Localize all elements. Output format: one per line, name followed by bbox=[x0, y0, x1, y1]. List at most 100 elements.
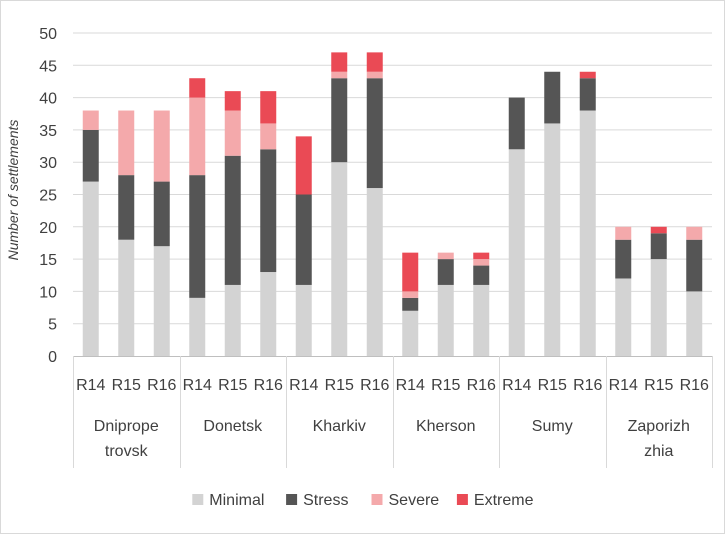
bar-segment-minimal bbox=[82, 181, 99, 356]
y-tick-label: 30 bbox=[39, 155, 57, 172]
y-tick-label: 50 bbox=[39, 26, 57, 43]
bar-segment-severe bbox=[118, 110, 135, 176]
bar-segment-minimal bbox=[473, 284, 490, 356]
bar-segment-minimal bbox=[260, 272, 277, 356]
bar-segment-extreme bbox=[366, 52, 383, 72]
bar-segment-minimal bbox=[153, 246, 170, 356]
legend-swatch-extreme bbox=[456, 494, 468, 505]
bar-segment-stress bbox=[118, 175, 135, 240]
bar-segment-minimal bbox=[508, 149, 525, 356]
y-tick-label: 45 bbox=[39, 58, 57, 75]
bar-segment-minimal bbox=[402, 310, 419, 356]
bar-segment-stress bbox=[402, 297, 419, 311]
group-label: Sumy bbox=[532, 418, 573, 435]
y-tick-label: 25 bbox=[39, 188, 57, 205]
bar-segment-stress bbox=[260, 149, 277, 273]
bars bbox=[82, 52, 703, 357]
group-label: Kharkiv bbox=[313, 418, 366, 435]
bar-segment-severe bbox=[437, 252, 454, 260]
legend: Minimal Stress Severe Extreme bbox=[192, 492, 534, 509]
bar-segment-minimal bbox=[686, 291, 703, 356]
bar-segment-severe bbox=[153, 110, 170, 182]
bar-segment-severe bbox=[224, 110, 241, 156]
x-tick-label: R15 bbox=[325, 377, 354, 394]
bar-segment-stress bbox=[82, 129, 99, 182]
y-tick-label: 20 bbox=[39, 220, 57, 237]
bar-segment-minimal bbox=[189, 297, 206, 356]
x-tick-label: R16 bbox=[573, 377, 602, 394]
x-tick-label: R15 bbox=[538, 377, 567, 394]
bar-segment-extreme bbox=[402, 252, 419, 292]
x-tick-label: R14 bbox=[502, 377, 531, 394]
bar-segment-minimal bbox=[615, 278, 632, 356]
y-tick-label: 35 bbox=[39, 123, 57, 140]
bar-segment-minimal bbox=[544, 123, 561, 356]
group-label: Kherson bbox=[416, 418, 476, 435]
bar-segment-minimal bbox=[224, 284, 241, 356]
bar-segment-severe bbox=[82, 110, 99, 130]
y-tick-label: 0 bbox=[48, 349, 57, 366]
bar-segment-severe bbox=[402, 291, 419, 298]
x-tick-label: R14 bbox=[183, 377, 212, 394]
x-tick-label: R16 bbox=[680, 377, 709, 394]
bar-segment-stress bbox=[615, 239, 632, 279]
x-tick-label: R16 bbox=[360, 377, 389, 394]
bar-segment-stress bbox=[686, 239, 703, 292]
legend-label-severe: Severe bbox=[389, 492, 440, 509]
x-tick-label: R14 bbox=[609, 377, 638, 394]
x-tick-label: R15 bbox=[112, 377, 141, 394]
bar-segment-severe bbox=[331, 71, 348, 79]
y-tick-label: 5 bbox=[48, 317, 57, 334]
x-tick-label: R14 bbox=[396, 377, 425, 394]
y-tick-label: 40 bbox=[39, 91, 57, 108]
bar-segment-stress bbox=[650, 233, 667, 260]
bar-segment-extreme bbox=[224, 91, 241, 111]
legend-label-extreme: Extreme bbox=[474, 492, 534, 509]
bar-segment-extreme bbox=[295, 136, 312, 195]
bar-segment-severe bbox=[189, 97, 206, 176]
group-label: trovsk bbox=[105, 443, 149, 460]
bar-segment-extreme bbox=[579, 71, 596, 79]
x-tick-label: R16 bbox=[254, 377, 283, 394]
y-tick-labels: 0 5 10 15 20 25 30 35 40 45 50 bbox=[39, 26, 57, 366]
x-tick-label: R14 bbox=[76, 377, 105, 394]
legend-swatch-severe bbox=[371, 494, 383, 505]
x-axis: R14 R15 R16 Dniprope trovsk R14 R15 R16 Donetsk R… bbox=[73, 356, 713, 468]
bar-segment-minimal bbox=[366, 188, 383, 356]
x-tick-label: R15 bbox=[431, 377, 460, 394]
legend-swatch-minimal bbox=[192, 494, 204, 505]
bar-segment-extreme bbox=[650, 226, 667, 234]
bar-segment-stress bbox=[579, 78, 596, 111]
bar-segment-minimal bbox=[650, 259, 667, 356]
x-tick-label: R15 bbox=[644, 377, 673, 394]
bar-segment-minimal bbox=[118, 239, 135, 356]
bar-segment-stress bbox=[331, 78, 348, 163]
bar-segment-severe bbox=[686, 226, 703, 240]
group-label: Zaporizh bbox=[628, 418, 690, 435]
group-label: Donetsk bbox=[203, 418, 263, 435]
x-tick-label: R15 bbox=[218, 377, 247, 394]
y-tick-label: 10 bbox=[39, 284, 57, 301]
y-tick-label: 15 bbox=[39, 252, 57, 269]
x-tick-label: R16 bbox=[467, 377, 496, 394]
x-tick-label: R14 bbox=[289, 377, 318, 394]
bar-segment-stress bbox=[508, 97, 525, 150]
bar-segment-severe bbox=[366, 71, 383, 79]
gridlines bbox=[73, 32, 712, 325]
bar-segment-stress bbox=[544, 71, 561, 124]
bar-segment-stress bbox=[437, 259, 454, 285]
legend-swatch-stress bbox=[286, 494, 298, 505]
bar-segment-severe bbox=[473, 259, 490, 266]
bar-segment-minimal bbox=[295, 284, 312, 356]
bar-segment-stress bbox=[224, 155, 241, 285]
bar-segment-extreme bbox=[189, 78, 206, 98]
bar-segment-severe bbox=[260, 123, 277, 150]
bar-segment-stress bbox=[189, 175, 206, 298]
bar-segment-severe bbox=[615, 226, 632, 240]
bar-segment-extreme bbox=[331, 52, 348, 72]
bar-segment-stress bbox=[295, 194, 312, 285]
legend-label-stress: Stress bbox=[303, 492, 348, 509]
group-label: Dniprope bbox=[94, 418, 159, 435]
legend-label-minimal: Minimal bbox=[209, 492, 264, 509]
